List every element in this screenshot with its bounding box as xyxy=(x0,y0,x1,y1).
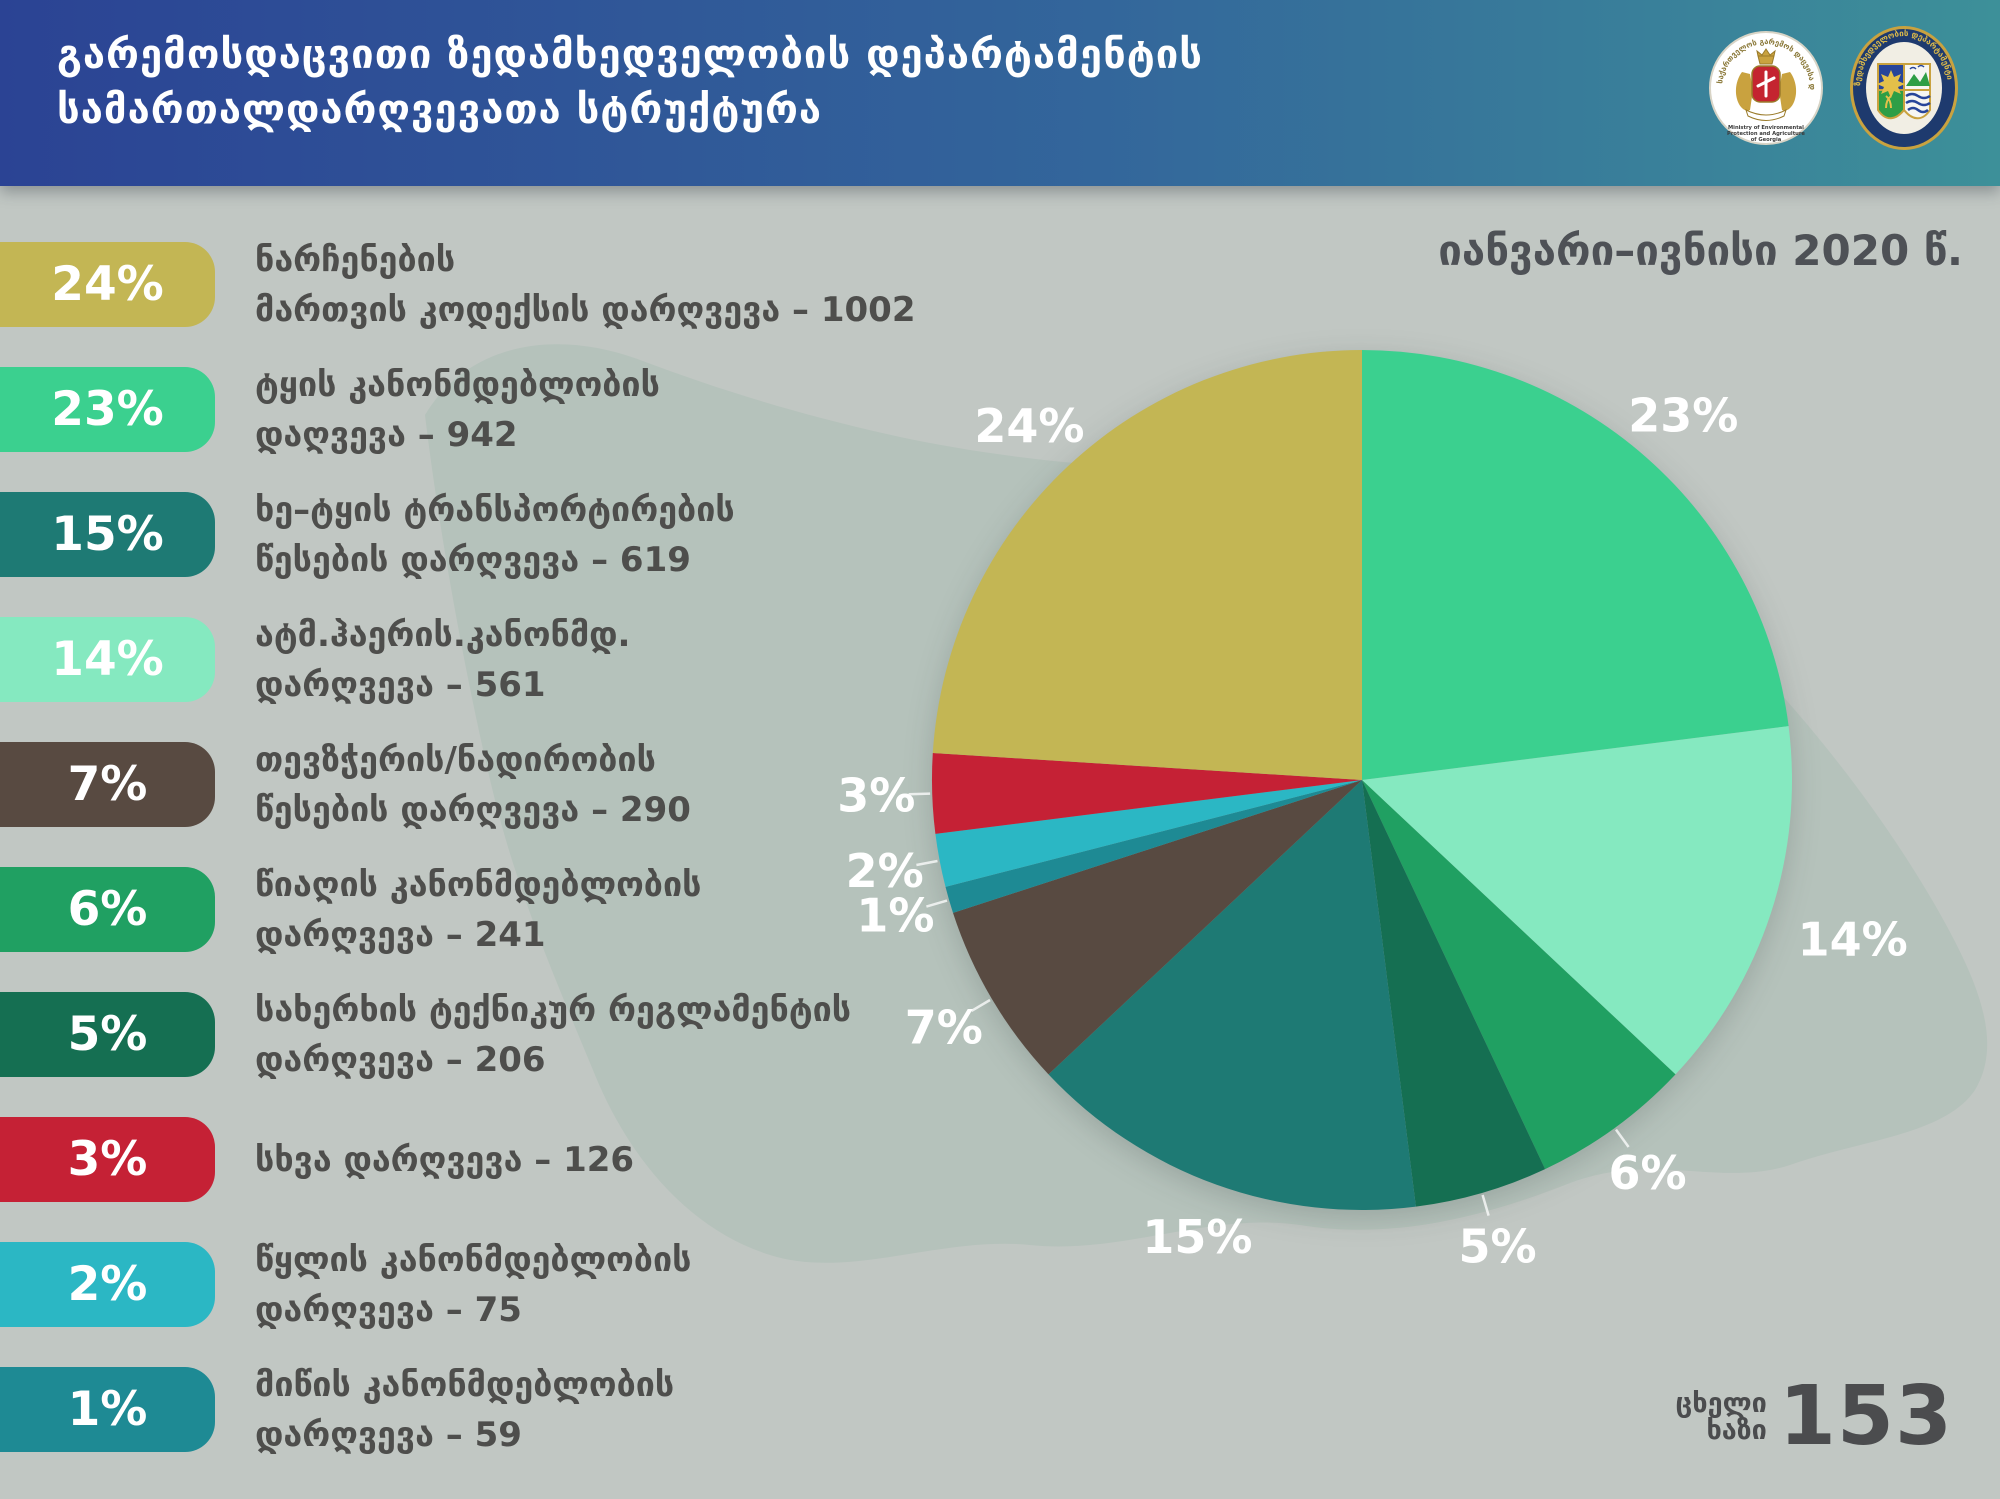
svg-text:of Georgia: of Georgia xyxy=(1751,137,1782,143)
legend-swatch: 7% xyxy=(0,742,215,827)
pie-slice-23pct xyxy=(1362,350,1789,780)
header: გარემოსდაცვითი ზედამხედველობის დეპარტამე… xyxy=(0,0,2000,186)
pie-slice-14pct xyxy=(1362,726,1793,1075)
hotline-word2: ხაზი xyxy=(1706,1414,1767,1446)
legend-label: მიწის კანონმდებლობის დარღვევა – 59 xyxy=(255,1360,674,1460)
pie-slice-1pct xyxy=(945,780,1362,913)
legend-percent: 1% xyxy=(67,1382,148,1437)
pie-percent-label: 24% xyxy=(974,399,1084,453)
pie-label-leader-line xyxy=(916,859,938,867)
pie-label-leader-line xyxy=(970,998,991,1012)
pie-percent-label: 5% xyxy=(1459,1220,1537,1274)
pie-slices xyxy=(931,350,1793,1211)
pie-slice-24pct xyxy=(932,350,1362,780)
legend-label-line: დარღვევა – 206 xyxy=(255,1039,546,1080)
legend-label-line: წყლის კანონმდებლობის xyxy=(255,1239,692,1280)
hotline-number: 153 xyxy=(1778,1369,1953,1464)
period-label: იანვარი–ივნისი 2020 წ. xyxy=(1438,226,1963,275)
legend-label-line: დარღვევა – 75 xyxy=(255,1289,522,1330)
pie-percent-label: 7% xyxy=(905,1000,983,1054)
legend-swatch: 23% xyxy=(0,367,215,452)
pie-percent-label: 1% xyxy=(856,889,934,943)
legend-percent: 23% xyxy=(51,382,164,437)
ministry-emblem-icon: საქართველოს გარემოს დაცვისა და სოფლის Mi… xyxy=(1708,30,1823,145)
svg-text:Ministry of Environmental: Ministry of Environmental xyxy=(1728,125,1804,131)
legend-percent: 24% xyxy=(51,257,164,312)
hotline-word1: ცხელი xyxy=(1675,1387,1767,1419)
legend-label-line: ნარჩენების xyxy=(255,239,456,280)
legend-label-line: წესების დარღვევა – 619 xyxy=(255,539,691,580)
pie-slice-6pct xyxy=(1362,780,1676,1170)
legend-swatch: 5% xyxy=(0,992,215,1077)
legend-label-line: წესების დარღვევა – 290 xyxy=(255,789,691,830)
legend-label: სახერხის ტექნიკურ რეგლამენტის დარღვევა – … xyxy=(255,985,851,1085)
pie-percent-label: 2% xyxy=(846,844,924,898)
legend-label-line: დაღვევა – 942 xyxy=(255,414,518,455)
legend-label-line: დარღვევა – 561 xyxy=(255,664,546,705)
pie-labels: 23% 14% 6% 5% 15% 7% 1%2% 3% 24% xyxy=(837,389,1908,1274)
legend-label-line: მართვის კოდექსის დარღვევა – 1002 xyxy=(255,289,916,330)
legend-swatch: 14% xyxy=(0,617,215,702)
legend-percent: 15% xyxy=(51,507,164,562)
legend-percent: 14% xyxy=(51,632,164,687)
page-title: გარემოსდაცვითი ზედამხედველობის დეპარტამე… xyxy=(57,28,1203,138)
pie-percent-label: 6% xyxy=(1609,1146,1687,1200)
legend-label-line: ატმ.ჰაერის.კანონმდ. xyxy=(255,614,631,655)
legend-percent: 6% xyxy=(67,882,148,937)
page-title-line2: სამართალდარღვევათა სტრუქტურა xyxy=(57,87,823,133)
legend-label: ატმ.ჰაერის.კანონმდ. დარღვევა – 561 xyxy=(255,610,630,710)
legend-percent: 2% xyxy=(67,1257,148,1312)
legend-label-line: ხე–ტყის ტრანსპორტირების xyxy=(255,489,735,530)
legend-label: ხე–ტყის ტრანსპორტირების წესების დარღვევა … xyxy=(255,485,735,585)
svg-text:Protection and Agriculture: Protection and Agriculture xyxy=(1727,131,1805,137)
legend-label-line: სხვა დარღვევა – 126 xyxy=(255,1139,635,1180)
legend-percent: 7% xyxy=(67,757,148,812)
pie-label-leader-line xyxy=(1481,1194,1490,1216)
hotline-label: ცხელი ხაზი xyxy=(1675,1390,1766,1444)
legend-label: ტყის კანონმდებლობის დაღვევა – 942 xyxy=(255,360,660,460)
pie-percent-label: 23% xyxy=(1628,389,1738,443)
pie-slice-5pct xyxy=(1362,780,1546,1207)
pie-percent-label: 3% xyxy=(837,768,915,822)
department-emblem-icon: ზედამხედველობის დეპარტამენტი xyxy=(1850,26,1958,150)
legend-label: ნარჩენების მართვის კოდექსის დარღვევა – 10… xyxy=(255,235,916,335)
legend-swatch: 2% xyxy=(0,1242,215,1327)
legend-swatch: 1% xyxy=(0,1367,215,1452)
hotline-badge: ცხელი ხაზი 153 xyxy=(1675,1369,1953,1464)
legend-label: სხვა დარღვევა – 126 xyxy=(255,1135,634,1185)
legend-swatch: 15% xyxy=(0,492,215,577)
legend-label-line: ტყის კანონმდებლობის xyxy=(255,364,660,405)
pie-label-leader-line xyxy=(1614,1128,1630,1148)
legend-label: წიაღის კანონმდებლობის დარღვევა – 241 xyxy=(255,860,701,960)
legend-label-line: თევზჭერის/ნადირობის xyxy=(255,739,656,780)
legend-swatch: 6% xyxy=(0,867,215,952)
legend-swatch: 24% xyxy=(0,242,215,327)
pie-slice-3pct xyxy=(931,753,1362,834)
pie-slice-2pct xyxy=(935,780,1362,887)
page-title-line1: გარემოსდაცვითი ზედამხედველობის დეპარტამე… xyxy=(57,32,1203,78)
legend-percent: 5% xyxy=(67,1007,148,1062)
pie-label-leader-line xyxy=(908,792,931,796)
legend-label-line: სახერხის ტექნიკურ რეგლამენტის xyxy=(255,989,852,1030)
pie-slice-15pct xyxy=(1048,780,1416,1211)
pie-label-leader-line xyxy=(926,899,948,908)
legend-percent: 3% xyxy=(67,1132,148,1187)
legend-label: თევზჭერის/ნადირობის წესების დარღვევა – 29… xyxy=(255,735,691,835)
legend-swatch: 3% xyxy=(0,1117,215,1202)
legend-label-line: დარღვევა – 59 xyxy=(255,1414,522,1455)
pie-slice-7pct xyxy=(953,780,1362,1075)
legend-label: წყლის კანონმდებლობის დარღვევა – 75 xyxy=(255,1235,691,1335)
pie-percent-label: 15% xyxy=(1142,1210,1252,1264)
header-logos: საქართველოს გარემოს დაცვისა და სოფლის Mi… xyxy=(1708,24,1960,152)
pie-percent-label: 14% xyxy=(1798,913,1908,967)
legend-label-line: დარღვევა – 241 xyxy=(255,914,546,955)
legend-label-line: წიაღის კანონმდებლობის xyxy=(255,864,702,905)
legend-label-line: მიწის კანონმდებლობის xyxy=(255,1364,675,1405)
